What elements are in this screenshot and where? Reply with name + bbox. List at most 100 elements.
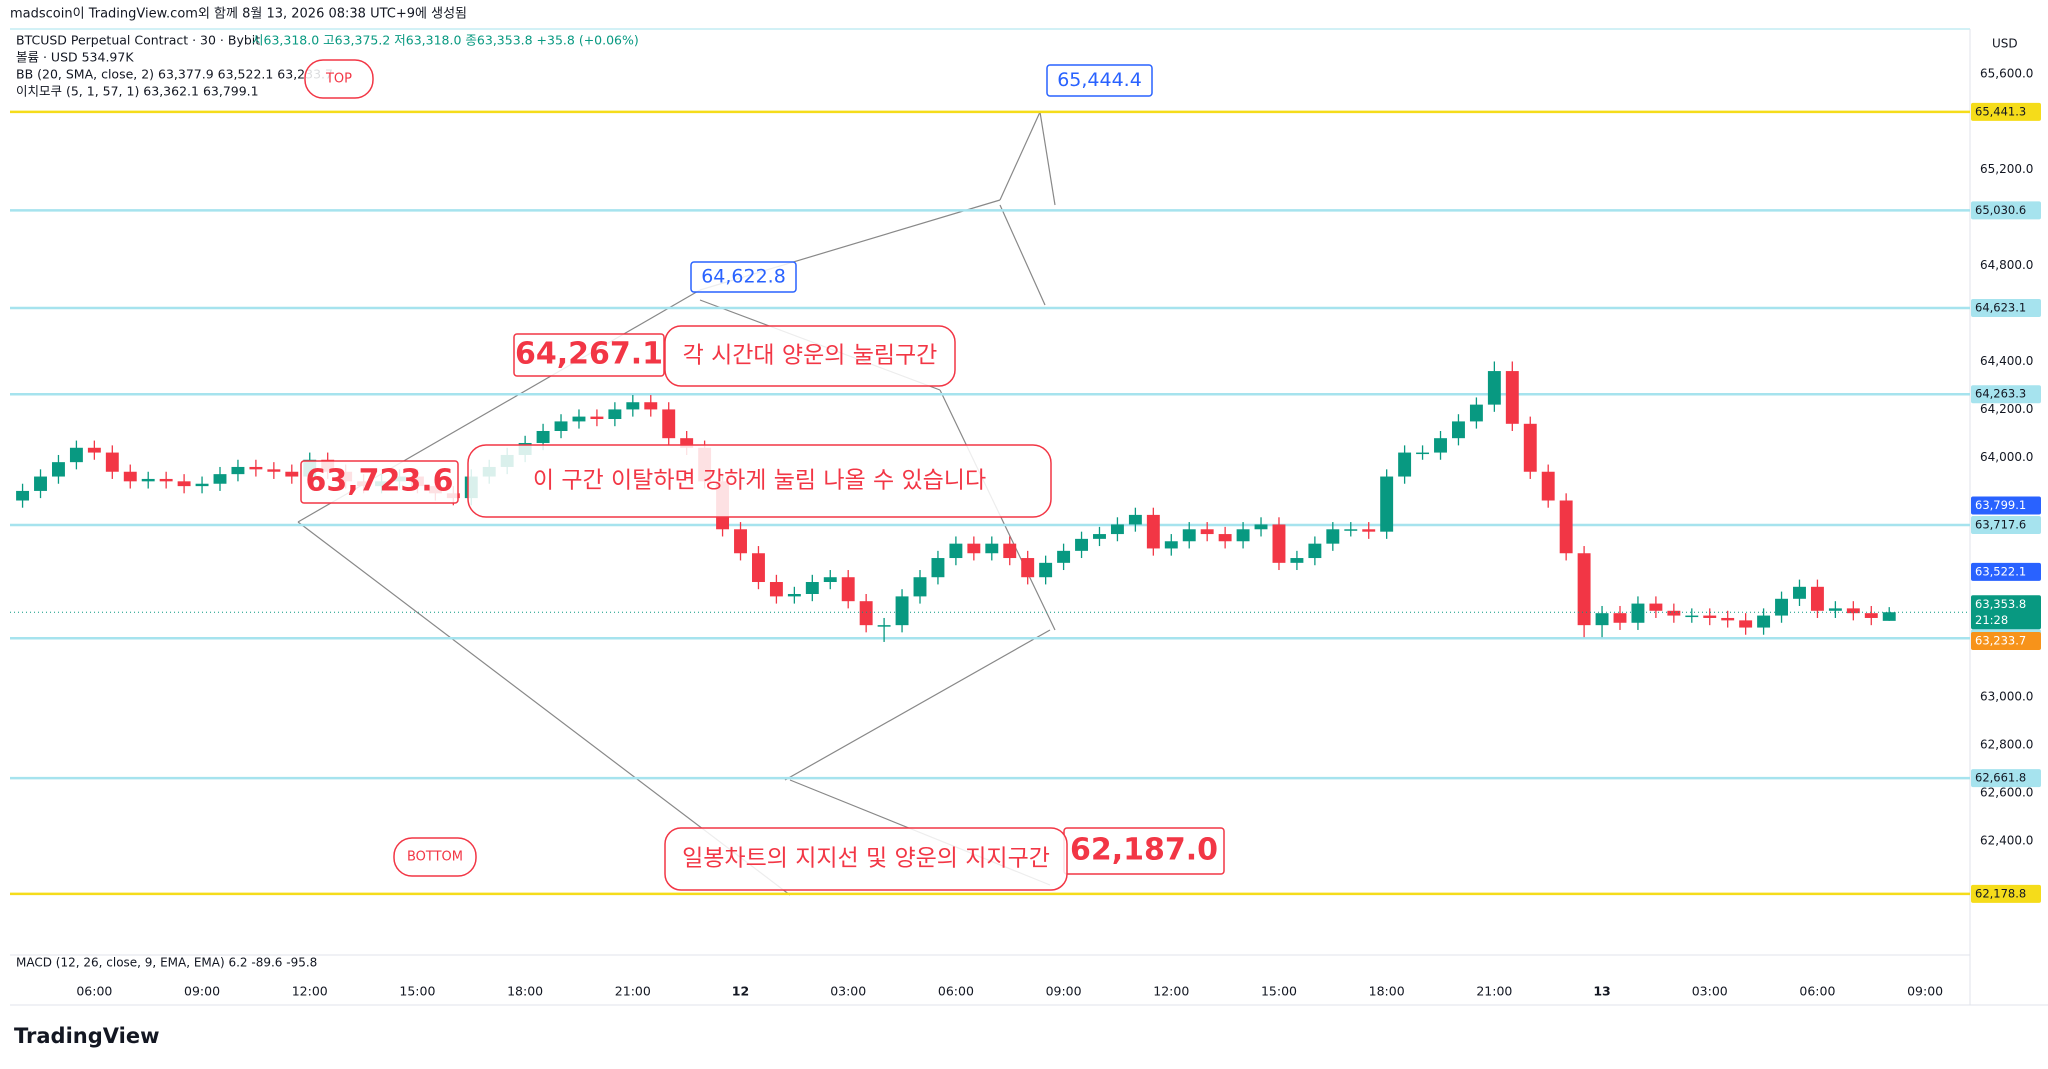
annotation-text: 각 시간대 양운의 눌림구간: [683, 343, 938, 369]
candle-body: [69, 447, 83, 463]
y-tick-label: 65,200.0: [1980, 162, 2033, 176]
x-tick-label: 21:00: [1476, 984, 1512, 999]
legend: BTCUSD Perpetual Contract · 30 · Bybit 시…: [16, 33, 639, 970]
legend-volume: 볼륨 · USD 534.97K: [16, 50, 134, 65]
annotation-box: [664, 325, 956, 387]
candle-body: [1541, 471, 1555, 501]
candle-body: [177, 481, 191, 487]
candle-body: [841, 577, 855, 602]
x-tick-label: 03:00: [830, 984, 866, 999]
candle-body: [1021, 558, 1035, 578]
price-label-bg: [1971, 298, 2041, 317]
candle-body: [734, 529, 747, 554]
x-tick-label: 18:00: [507, 984, 543, 999]
candle-body: [1075, 538, 1088, 551]
candle-body: [967, 543, 981, 554]
candle-body: [913, 577, 927, 597]
annotation-box: [300, 460, 459, 504]
candle-body: [1595, 613, 1609, 626]
price-label-bg: [1971, 201, 2041, 220]
candle-body: [1128, 514, 1142, 525]
candle-body: [1326, 529, 1340, 544]
price-label: 63,233.7: [1975, 634, 2026, 648]
annotation-box: [664, 827, 1068, 891]
candle-body: [877, 625, 891, 627]
candle-body: [267, 469, 281, 472]
candle-body: [931, 558, 945, 578]
x-tick-label: 09:00: [1907, 984, 1943, 999]
x-tick-label: 06:00: [938, 984, 974, 999]
annotation-box: [393, 837, 477, 877]
candle-body: [1308, 543, 1322, 559]
x-tick-label: 13: [1593, 984, 1610, 999]
annotation-box: [513, 333, 665, 377]
candle-body: [1434, 438, 1447, 453]
candle-body: [1380, 476, 1394, 532]
price-label-bg: [1971, 562, 2041, 581]
price-label-bg: [1971, 516, 2041, 535]
candle-body: [1846, 608, 1860, 614]
y-tick-label: 64,200.0: [1980, 402, 2033, 416]
candle-body: [1093, 534, 1106, 539]
candle-body: [1003, 543, 1017, 559]
x-tick-label: 06:00: [1799, 984, 1835, 999]
legend-macd: MACD (12, 26, close, 9, EMA, EMA) 6.2 -8…: [16, 956, 317, 970]
y-tick-label: 62,400.0: [1980, 833, 2033, 847]
price-label: 63,353.8: [1975, 597, 2026, 611]
candle-body: [1882, 612, 1896, 621]
legend-ichimoku: 이치모쿠 (5, 1, 57, 1) 63,362.1 63,799.1: [16, 84, 259, 99]
price-label: 64,623.1: [1975, 300, 2026, 314]
candle-body: [34, 476, 47, 491]
candle-body: [1452, 421, 1465, 439]
y-tick-label: 62,600.0: [1980, 785, 2033, 799]
price-label: 64,263.3: [1975, 387, 2026, 401]
price-label-bg: [1971, 632, 2041, 651]
candle-body: [1218, 534, 1232, 542]
legend-ohlc: 시63,318.0 고63,375.2 저63,318.0 종63,353.8 …: [252, 33, 639, 48]
candle-body: [1613, 613, 1627, 623]
annotation-text: TOP: [325, 72, 352, 87]
x-tick-label: 09:00: [184, 984, 220, 999]
annotation-box: [690, 261, 797, 293]
candle-body: [823, 577, 837, 583]
candle-body: [1775, 598, 1788, 616]
y-tick-label: 65,600.0: [1980, 66, 2033, 80]
candle-body: [1416, 452, 1430, 455]
candle-body: [1864, 613, 1878, 618]
candle-body: [1721, 617, 1735, 621]
candle-body: [1344, 529, 1358, 531]
candle-body: [141, 478, 155, 482]
x-tick-label: 18:00: [1369, 984, 1405, 999]
price-label: 65,441.3: [1975, 104, 2026, 118]
candle-body: [1146, 514, 1160, 549]
y-tick-label: 63,000.0: [1980, 690, 2033, 704]
candle-body: [590, 416, 604, 420]
candle-body: [1667, 610, 1681, 616]
candle-body: [662, 409, 676, 439]
candle-body: [787, 593, 801, 597]
candle-body: [1110, 524, 1124, 535]
annotation-text: BOTTOM: [407, 850, 463, 865]
candle-body: [769, 582, 783, 597]
annotation-text: 64,622.8: [701, 266, 786, 288]
price-label-bg: [1971, 595, 2041, 630]
annotation-box: [1046, 64, 1153, 97]
price-label-time: 21:28: [1975, 613, 2008, 627]
candle-body: [1685, 615, 1699, 618]
candle-body: [1757, 615, 1771, 628]
annotation-text: 65,444.4: [1057, 69, 1142, 91]
y-tick-label: 64,000.0: [1980, 450, 2033, 464]
candle-body: [213, 474, 227, 484]
candle-body: [608, 409, 622, 420]
candle-body: [105, 452, 119, 472]
x-tick-label: 12:00: [292, 984, 328, 999]
candle-body: [1487, 371, 1501, 405]
candle-body: [626, 402, 640, 410]
candle-body: [572, 416, 586, 422]
candle-body: [1559, 500, 1573, 554]
candle-body: [1164, 541, 1178, 549]
candle-body: [1631, 603, 1645, 623]
price-label-bg: [1971, 102, 2041, 121]
